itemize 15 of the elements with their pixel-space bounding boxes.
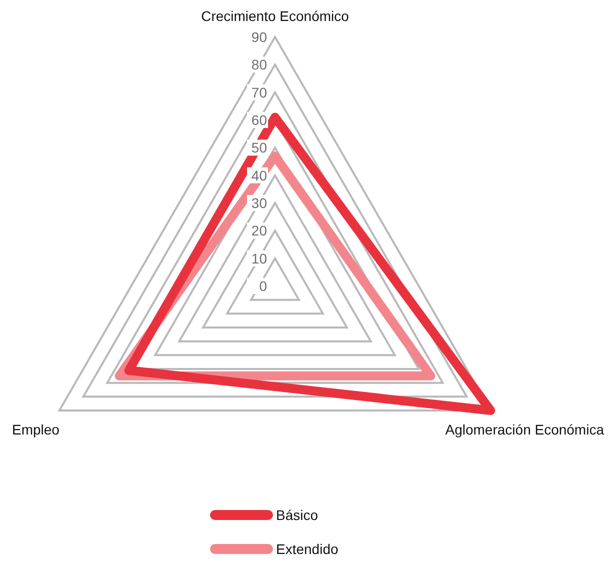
y-tick-label: 40 [251,167,268,184]
legend-label: Extendido [276,541,338,557]
y-tick-label: 70 [251,84,268,100]
y-tick-label: 0 [259,278,268,294]
y-tick-label: 50 [251,140,268,156]
spoke-label: Crecimiento Económico [201,8,350,24]
legend-label: Básico [276,507,318,523]
spoke-label: Empleo [12,422,60,438]
spoke-label: Aglomeración Económica [445,422,604,438]
y-tick-label: 10 [251,250,268,266]
y-tick-label: 20 [251,222,268,239]
y-tick-label: 60 [251,112,268,128]
y-tick-label: 90 [251,29,268,45]
y-tick-label: 80 [251,56,268,73]
y-tick-label: 30 [251,195,268,211]
